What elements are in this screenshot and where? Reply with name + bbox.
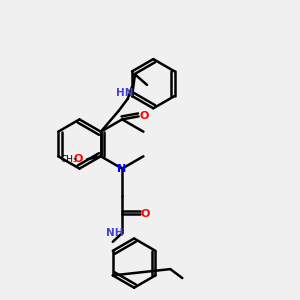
Text: CH₃: CH₃ xyxy=(60,155,77,164)
Text: NH: NH xyxy=(106,228,123,238)
Text: O: O xyxy=(141,208,150,219)
Text: N: N xyxy=(118,164,127,174)
Text: O: O xyxy=(139,111,149,122)
Text: O: O xyxy=(74,154,83,164)
Text: HN: HN xyxy=(116,88,134,98)
